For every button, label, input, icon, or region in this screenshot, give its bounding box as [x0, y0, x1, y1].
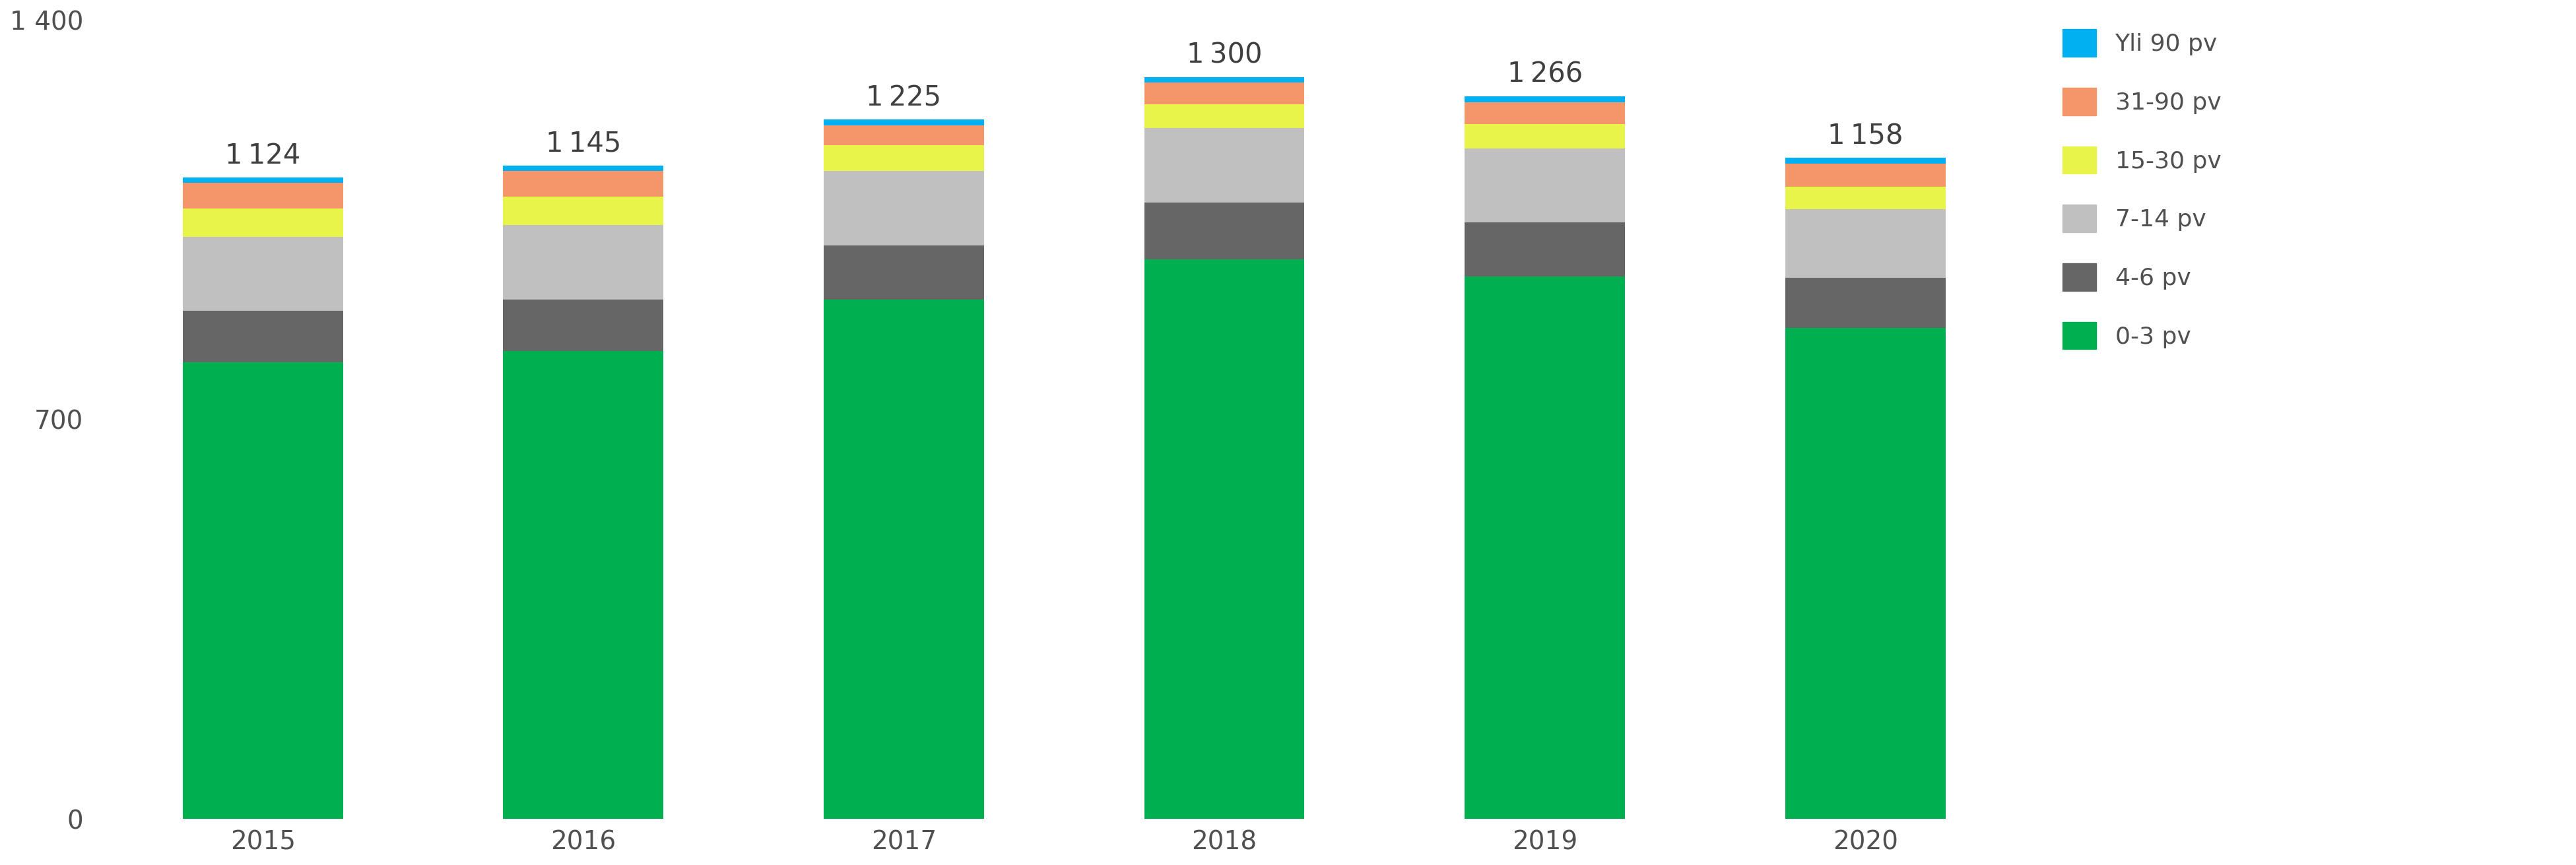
Text: 1 266: 1 266 [1507, 61, 1582, 88]
Text: 1 158: 1 158 [1826, 122, 1904, 150]
Bar [824, 246, 984, 299]
Text: 1 124: 1 124 [224, 142, 301, 170]
Bar [1466, 222, 1625, 277]
Bar [183, 208, 343, 237]
Bar [1466, 148, 1625, 222]
Bar [1466, 96, 1625, 102]
Bar [1785, 158, 1945, 163]
Bar [1144, 260, 1303, 819]
Bar [183, 183, 343, 208]
Bar [1785, 187, 1945, 209]
Bar [502, 165, 665, 171]
Bar [824, 145, 984, 171]
Bar [1144, 105, 1303, 128]
Bar [1785, 328, 1945, 819]
Bar [183, 311, 343, 362]
Legend: Yli 90 pv, 31-90 pv, 15-30 pv, 7-14 pv, 4-6 pv, 0-3 pv: Yli 90 pv, 31-90 pv, 15-30 pv, 7-14 pv, … [2053, 20, 2231, 359]
Bar [502, 351, 665, 819]
Text: 1 300: 1 300 [1188, 42, 1262, 69]
Bar [183, 237, 343, 311]
Bar [824, 299, 984, 819]
Text: 1 145: 1 145 [546, 130, 621, 157]
Bar [183, 362, 343, 819]
Bar [502, 196, 665, 225]
Bar [1466, 277, 1625, 819]
Bar [1144, 202, 1303, 259]
Bar [1144, 77, 1303, 82]
Bar [1144, 82, 1303, 105]
Bar [1466, 102, 1625, 125]
Bar [1785, 278, 1945, 328]
Bar [824, 119, 984, 125]
Bar [1144, 128, 1303, 202]
Bar [824, 125, 984, 145]
Bar [1466, 125, 1625, 148]
Bar [1785, 209, 1945, 278]
Bar [183, 177, 343, 183]
Bar [502, 171, 665, 196]
Bar [502, 299, 665, 351]
Text: 1 225: 1 225 [866, 84, 940, 112]
Bar [824, 171, 984, 246]
Bar [502, 225, 665, 299]
Bar [1785, 163, 1945, 187]
